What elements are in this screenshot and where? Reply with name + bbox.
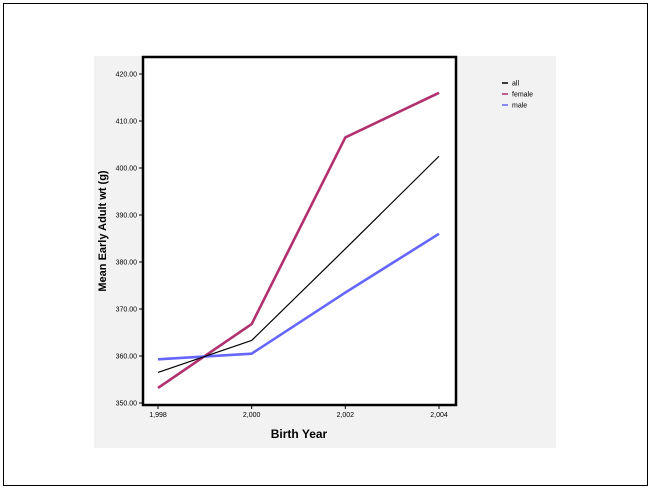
legend-label-all: all: [512, 81, 519, 88]
y-tick-label: 390.00: [116, 213, 138, 220]
y-tick-label: 350.00: [116, 401, 138, 408]
y-tick-label: 360.00: [116, 354, 138, 361]
legend: all female male: [502, 81, 533, 110]
y-tick-label: 400.00: [116, 166, 138, 173]
x-axis: 1,998 2,000 2,002 2,004: [149, 405, 448, 419]
x-tick-label: 1,998: [149, 412, 167, 419]
series-lines: [157, 91, 440, 390]
legend-label-male: male: [512, 103, 527, 110]
x-tick-label: 2,004: [430, 412, 448, 419]
y-tick-label: 370.00: [116, 307, 138, 314]
x-tick-label: 2,000: [243, 412, 261, 419]
y-axis-label: Mean Early Adult wt (g): [97, 170, 109, 292]
legend-label-female: female: [512, 92, 533, 99]
x-tick-label: 2,002: [337, 412, 355, 419]
y-tick-label: 410.00: [116, 119, 138, 126]
y-tick-label: 420.00: [116, 72, 138, 79]
x-axis-label: Birth Year: [271, 427, 328, 441]
y-tick-label: 380.00: [116, 260, 138, 267]
y-axis: 350.00 360.00 370.00 380.00 390.00 400.00 410.…: [116, 72, 143, 408]
series-line-all: [157, 155, 440, 374]
